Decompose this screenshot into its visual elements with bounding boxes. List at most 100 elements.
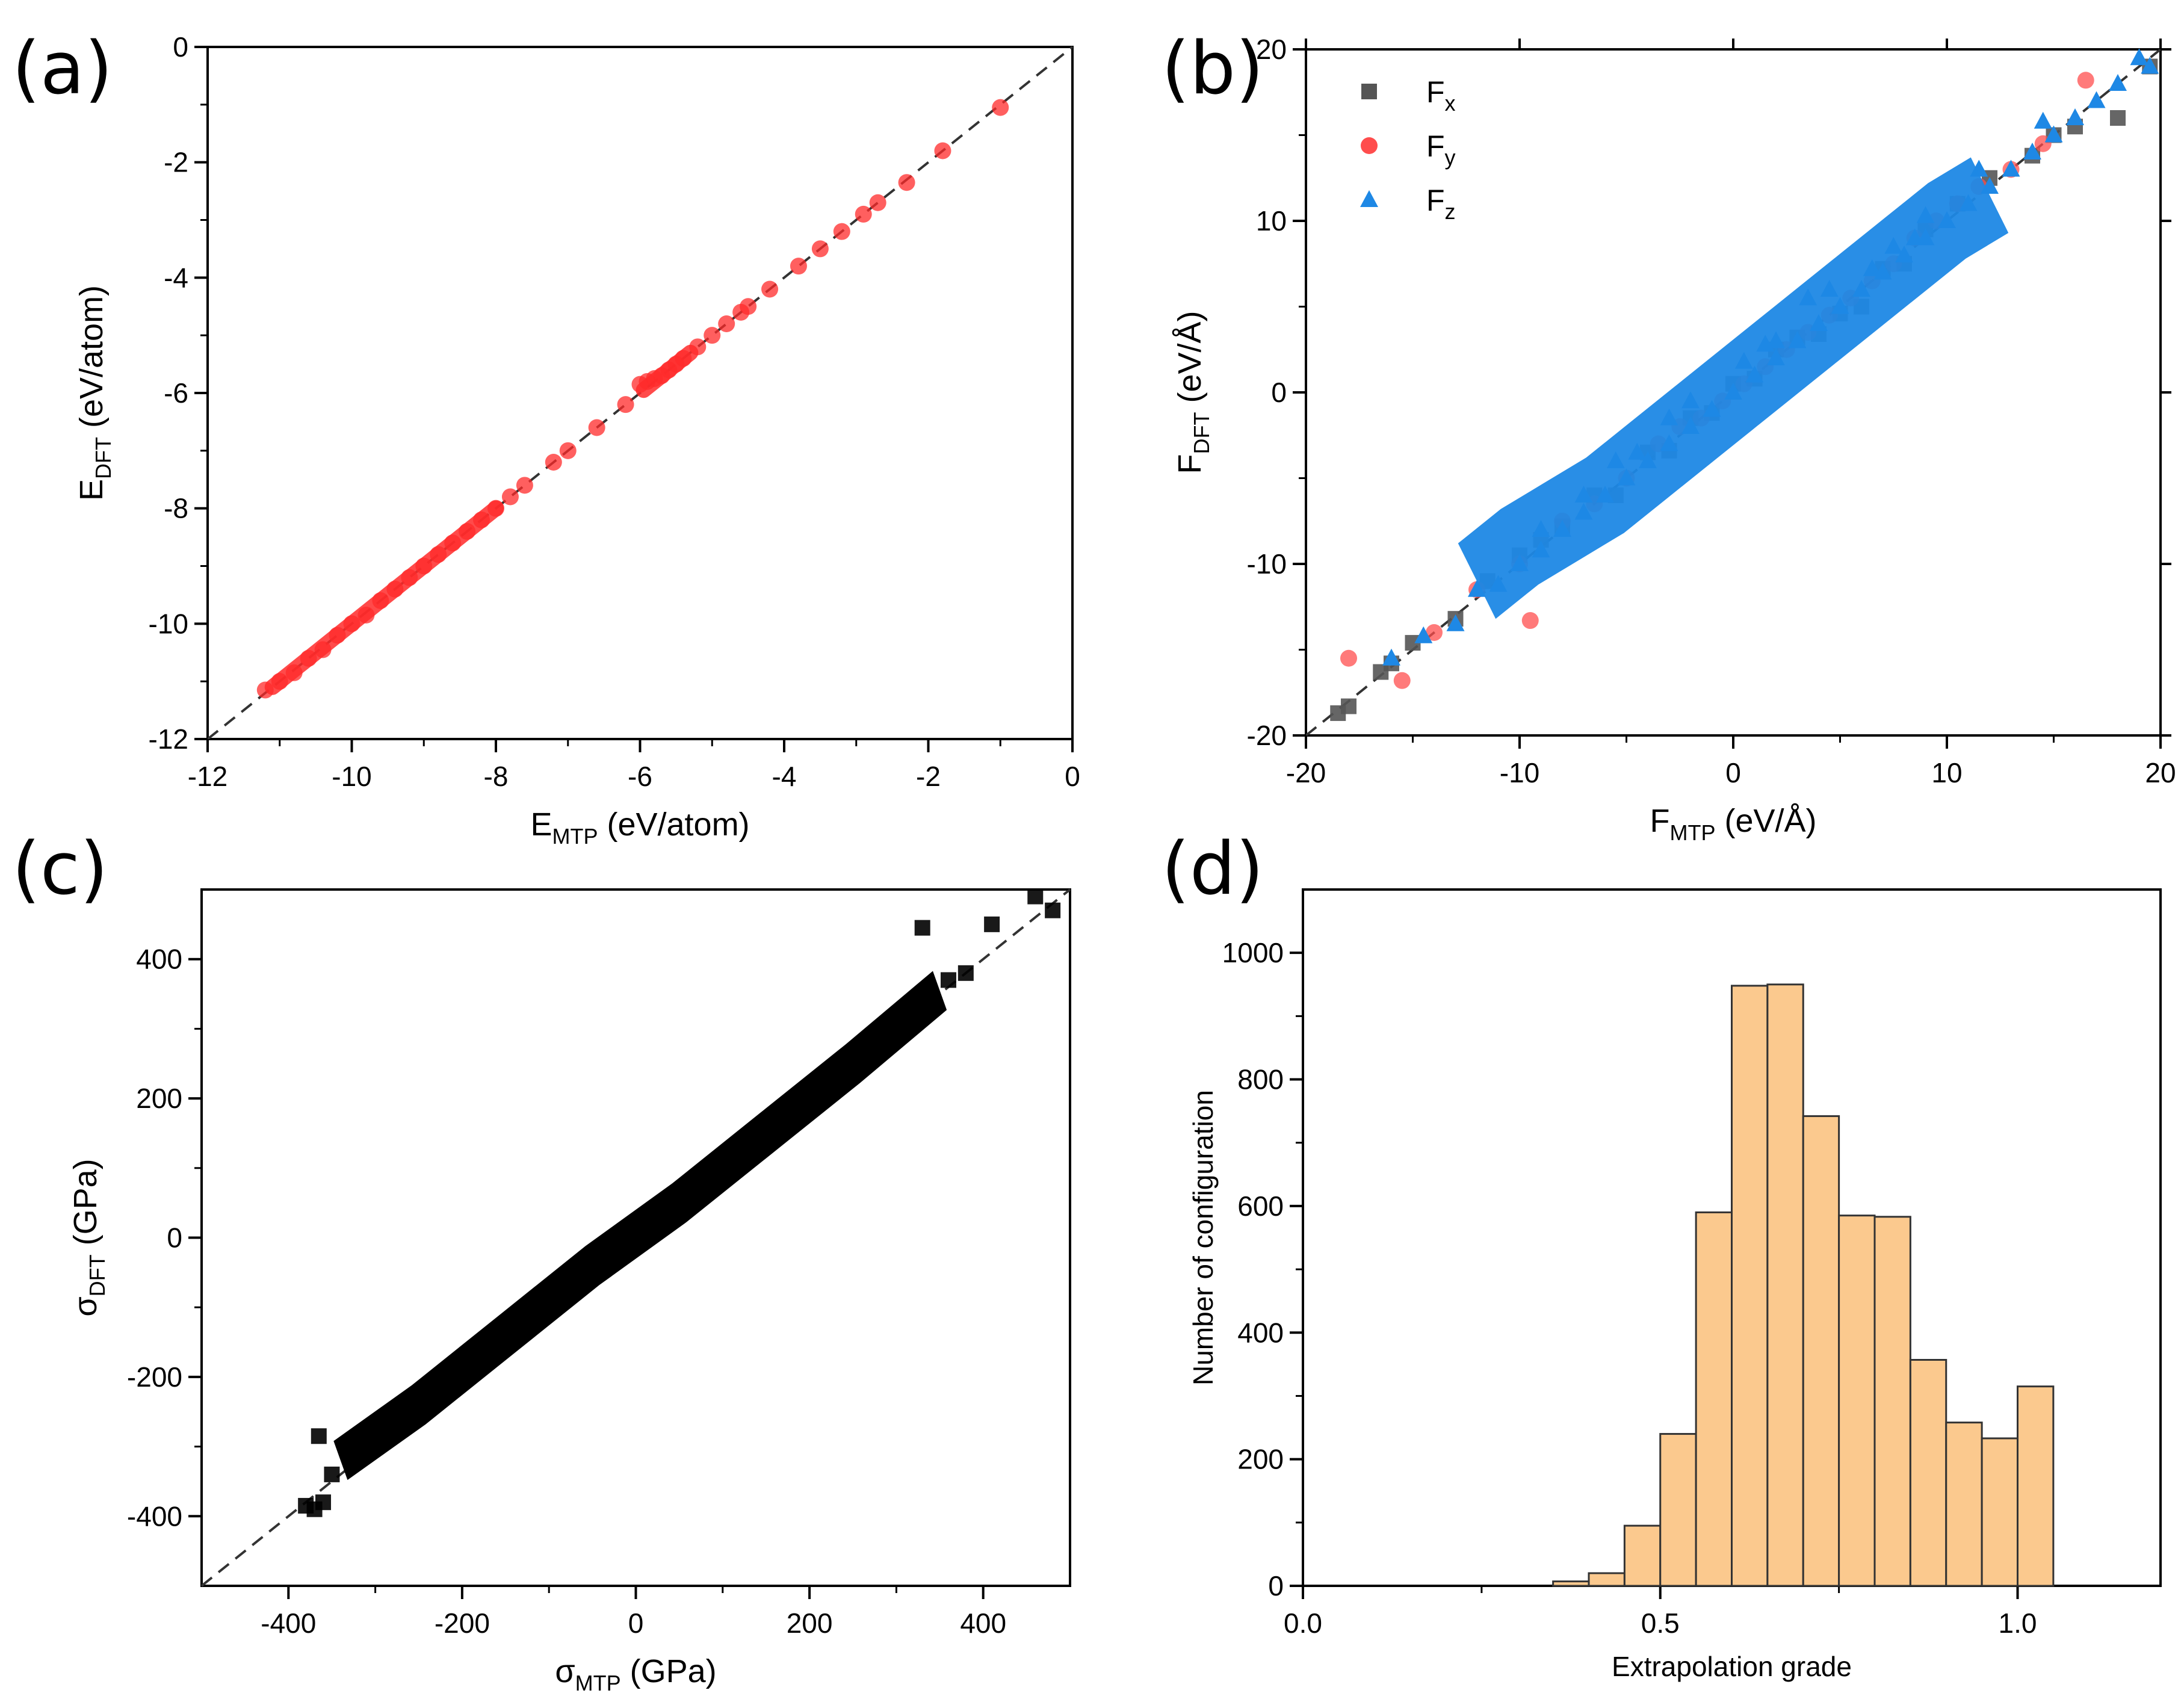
legend-label-sub: x xyxy=(1445,91,1456,116)
y-axis-title: EDFT (eV/atom) xyxy=(73,285,116,501)
data-point-2 xyxy=(1446,614,1465,631)
y-tick-label: -2 xyxy=(164,147,188,178)
y-axis-title-unit: (eV/Å) xyxy=(1172,311,1208,412)
energy-dense-cluster xyxy=(636,344,699,398)
data-point-2 xyxy=(2141,57,2159,74)
stress-dense-cloud xyxy=(333,971,947,1481)
data-point-2 xyxy=(2002,159,2020,177)
panel-d-extrapolation-histogram: 0.0 0.5 1.0 0 200 400 600 800 1000 Extrapolation … xyxy=(1187,888,2162,1682)
histogram-bar xyxy=(1588,1572,1626,1587)
y-tick-label: 200 xyxy=(1237,1444,1284,1475)
x-tick-label: 0.5 xyxy=(1641,1608,1680,1639)
data-point-0 xyxy=(898,174,915,191)
data-point-0 xyxy=(545,454,562,471)
legend-label-1: Fy xyxy=(1426,129,1456,170)
fz-dense-cloud xyxy=(1458,157,2009,619)
x-tick-label: 1.0 xyxy=(1999,1608,2037,1639)
data-point-0 xyxy=(311,1428,327,1444)
data-point-1 xyxy=(1393,672,1411,689)
x-axis-title-unit: (eV/atom) xyxy=(598,806,749,843)
x-tick-label: -20 xyxy=(1286,757,1326,788)
data-point-1 xyxy=(1521,612,1539,630)
x-tick-label: -4 xyxy=(772,761,797,792)
x-axis-title-unit: (GPa) xyxy=(621,1653,717,1689)
x-tick-label: -2 xyxy=(916,761,941,792)
x-tick-label: -6 xyxy=(628,761,652,792)
histogram-bar xyxy=(2017,1385,2055,1587)
data-point-0 xyxy=(516,477,533,494)
legend-label-main: F xyxy=(1426,184,1445,217)
x-axis-title: Extrapolation grade xyxy=(1612,1651,1852,1682)
x-axis-title-sub: MTP xyxy=(552,824,598,849)
histogram-bar xyxy=(1981,1437,2018,1587)
y-tick-label: -10 xyxy=(149,608,188,639)
data-point-0 xyxy=(1341,698,1356,714)
data-point-0 xyxy=(1045,902,1061,918)
histogram-bar xyxy=(1802,1115,1840,1587)
data-point-0 xyxy=(315,1494,332,1511)
y-tick-label: 0 xyxy=(167,1222,182,1254)
y-tick-label: 0 xyxy=(173,31,188,63)
x-tick-label: -8 xyxy=(484,761,509,792)
data-point-0 xyxy=(761,280,779,298)
y-tick-label: -6 xyxy=(164,377,188,409)
data-point-2 xyxy=(2087,91,2106,108)
y-axis-title-sub: DFT xyxy=(1189,412,1214,454)
data-point-0 xyxy=(957,965,974,981)
data-point-0 xyxy=(855,205,872,223)
x-axis-title-main: σ xyxy=(555,1653,575,1689)
data-point-0 xyxy=(2110,110,2126,126)
x-axis-title-main: F xyxy=(1650,803,1669,839)
histogram-bar xyxy=(1945,1422,1983,1587)
data-point-0 xyxy=(617,396,634,413)
data-point-2 xyxy=(2109,74,2127,91)
legend-label-2: Fz xyxy=(1426,184,1456,224)
histogram-bar xyxy=(1766,983,1804,1587)
y-tick-label: 400 xyxy=(136,944,182,975)
y-tick-label: -8 xyxy=(164,493,188,524)
y-tick-label: 10 xyxy=(1256,205,1287,237)
y-tick-label: 200 xyxy=(136,1083,182,1114)
data-point-0 xyxy=(1027,888,1044,905)
x-tick-label: -12 xyxy=(188,761,227,792)
histogram-bar xyxy=(1659,1433,1697,1587)
y-tick-label: 0 xyxy=(1268,1570,1284,1601)
data-point-0 xyxy=(914,920,930,936)
data-point-2 xyxy=(1382,648,1400,666)
y-tick-label: -200 xyxy=(127,1361,182,1393)
histogram-bar xyxy=(1731,985,1769,1587)
y-axis-title-main: E xyxy=(73,479,110,501)
x-tick-label: -200 xyxy=(435,1608,490,1639)
data-point-2 xyxy=(1468,580,1486,597)
y-tick-label: -12 xyxy=(149,723,188,755)
legend-marker-1 xyxy=(1361,137,1378,154)
y-axis-title: FDFT (eV/Å) xyxy=(1172,311,1214,474)
x-axis-title: σMTP (GPa) xyxy=(555,1653,716,1695)
legend-label-sub: z xyxy=(1445,199,1456,224)
y-axis-title-unit: (eV/atom) xyxy=(73,285,110,437)
x-axis-title-main: E xyxy=(530,806,552,843)
x-axis-title-sub: MTP xyxy=(1669,820,1715,845)
y-axis-title-main: σ xyxy=(67,1296,104,1316)
data-point-0 xyxy=(324,1466,340,1482)
data-point-2 xyxy=(2044,125,2063,143)
y-tick-label: 600 xyxy=(1237,1190,1284,1222)
data-point-0 xyxy=(704,327,721,344)
data-point-2 xyxy=(2130,48,2148,66)
x-axis-title-sub: MTP xyxy=(575,1671,621,1695)
y-tick-label: 800 xyxy=(1237,1064,1284,1095)
x-tick-label: 200 xyxy=(787,1608,833,1639)
x-tick-label: -10 xyxy=(1500,757,1539,788)
panel-label-d: (d) xyxy=(1162,828,1264,911)
x-tick-label: 0 xyxy=(628,1608,644,1639)
histogram-bar xyxy=(1623,1524,1662,1587)
y-axis-title: Number of configuration xyxy=(1187,1090,1219,1385)
y-tick-label: 400 xyxy=(1237,1317,1284,1348)
x-tick-label: 20 xyxy=(2145,757,2176,788)
data-point-0 xyxy=(588,419,605,436)
y-axis-title-sub: DFT xyxy=(85,1254,110,1296)
x-tick-label: -400 xyxy=(261,1608,316,1639)
